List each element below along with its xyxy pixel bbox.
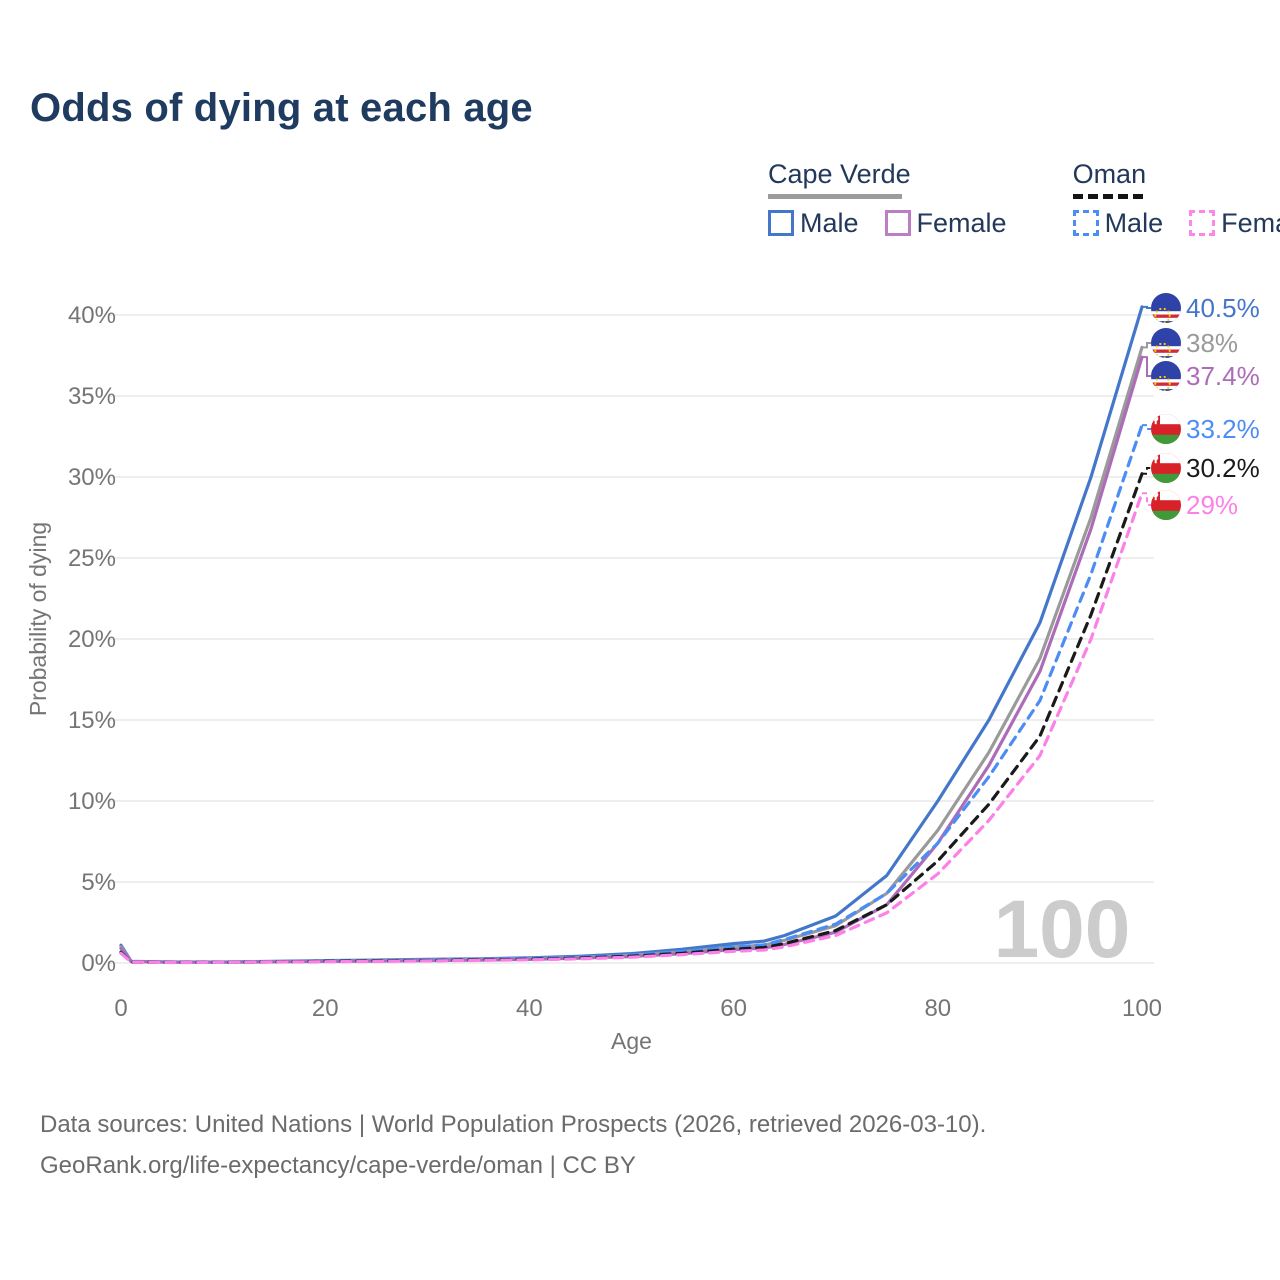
oman-line-sample (1072, 193, 1143, 199)
y-tick-label: 30% (68, 464, 116, 491)
legend-group-title: Oman (1072, 159, 1147, 189)
y-tick-label: 5% (81, 869, 116, 896)
legend-item-oman-female[interactable]: Female (1189, 208, 1280, 239)
x-tick-label: 40 (516, 995, 543, 1022)
legend-item-label: Female (1221, 207, 1280, 238)
x-axis-title: Age (611, 1028, 652, 1054)
end-value-label: 37.4% (1186, 361, 1260, 391)
x-tick-label: 80 (924, 995, 951, 1022)
cape-verde-flag-icon (1151, 328, 1181, 358)
oman-flag-icon (1151, 453, 1181, 483)
cape-verde-female-swatch (884, 210, 911, 237)
legend-item-cape-verde-female[interactable]: Female (884, 207, 1007, 239)
legend-group-oman: Oman Male Female (1072, 159, 1280, 239)
attribution-line: GeoRank.org/life-expectancy/cape-verde/o… (40, 1152, 636, 1180)
cape-verde-flag-icon (1151, 293, 1181, 323)
cape-verde-line-sample (768, 193, 902, 199)
x-tick-label: 20 (312, 995, 339, 1022)
series-line-cape-verde-male[interactable] (119, 305, 1144, 964)
legend-group-title: Cape Verde (768, 159, 911, 189)
cape-verde-flag-icon (1151, 361, 1181, 391)
end-value-label: 29% (1186, 490, 1238, 520)
data-sources-line: Data sources: United Nations | World Pop… (40, 1111, 987, 1138)
y-axis-title: Probability of dying (25, 522, 51, 716)
y-tick-label: 10% (68, 788, 116, 815)
series-line-cape-verde-female[interactable] (119, 355, 1144, 964)
x-tick-label: 0 (114, 995, 127, 1022)
cape-verde-male-swatch (768, 210, 794, 237)
age-watermark: 100 (994, 884, 1131, 975)
legend-item-oman-male[interactable]: Male (1072, 207, 1164, 239)
footer: Data sources: United Nations | World Pop… (40, 1104, 986, 1187)
end-value-label: 40.5% (1186, 293, 1260, 323)
label-connector (1142, 356, 1151, 377)
y-tick-label: 40% (68, 302, 116, 329)
oman-flag-icon (1151, 490, 1181, 520)
legend: Cape Verde Male Female Oman Male Female (768, 159, 1280, 239)
oman-flag-icon (1151, 414, 1181, 444)
label-connector (1142, 467, 1151, 475)
legend-group-cape-verde: Cape Verde Male Female (768, 159, 1007, 239)
label-connector (1142, 342, 1151, 349)
oman-male-swatch (1072, 210, 1099, 237)
y-tick-label: 20% (68, 626, 116, 653)
y-tick-label: 15% (68, 707, 116, 734)
y-tick-label: 35% (68, 383, 116, 410)
legend-item-label: Male (800, 207, 859, 238)
end-value-label: 38% (1186, 328, 1238, 358)
label-connector (1142, 424, 1151, 430)
x-tick-label: 100 (1122, 995, 1162, 1022)
series-line-cape-verde-both-sexes[interactable] (119, 345, 1144, 964)
legend-item-label: Male (1104, 207, 1164, 238)
series-line-oman-female[interactable] (119, 491, 1144, 965)
y-tick-label: 25% (68, 545, 116, 572)
end-value-label: 33.2% (1186, 414, 1260, 444)
legend-item-cape-verde-male[interactable]: Male (768, 208, 859, 239)
end-value-label: 30.2% (1186, 453, 1260, 483)
page-title: Odds of dying at each age (30, 86, 533, 130)
label-connector (1142, 305, 1151, 309)
x-tick-label: 60 (720, 995, 747, 1022)
label-connector (1142, 492, 1151, 506)
oman-female-swatch (1189, 210, 1216, 237)
y-tick-label: 0% (81, 950, 116, 977)
legend-item-label: Female (916, 207, 1007, 238)
